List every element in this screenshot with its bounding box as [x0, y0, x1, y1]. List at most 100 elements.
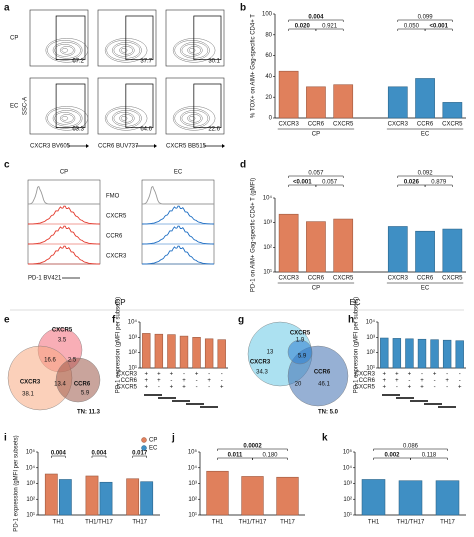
- histogram: [28, 205, 100, 225]
- x-tick-label: TH1/TH17: [85, 520, 113, 526]
- row-sign: +: [157, 372, 161, 378]
- x-tick-label: CCR6: [308, 276, 325, 282]
- bracket: [132, 455, 147, 458]
- bracket: [410, 457, 448, 460]
- gate-value: 67.2: [72, 59, 84, 65]
- x-tick-label: CXCR3: [278, 276, 299, 282]
- bar: [217, 339, 226, 369]
- p-value: 0.011: [228, 453, 243, 459]
- row-sign: +: [145, 372, 149, 378]
- row-sign: +: [383, 378, 387, 384]
- x-tick-label: CXCR5: [333, 276, 354, 282]
- y-tick-label: 10²: [26, 497, 35, 503]
- bracket: [424, 184, 453, 187]
- panel-letter: j: [171, 433, 175, 444]
- histogram: [28, 225, 100, 245]
- y-tick-label: 10⁴: [366, 319, 376, 326]
- contour: [52, 42, 81, 59]
- row-label: EC: [10, 104, 19, 110]
- x-tick-label: CXCR5: [442, 122, 463, 128]
- bar: [142, 333, 151, 369]
- panel-letter: e: [4, 315, 10, 326]
- p-value: 0.118: [422, 453, 437, 459]
- panel-letter: k: [322, 433, 328, 444]
- bar: [44, 473, 58, 516]
- row-sign: -: [196, 378, 198, 384]
- axis-label: SSC-A: [23, 97, 29, 115]
- x-tick-label: TH17: [132, 520, 147, 526]
- set-value: 20: [295, 382, 302, 388]
- y-tick-label: 10⁵: [26, 449, 36, 456]
- group-label: CP: [312, 132, 320, 138]
- bar: [154, 333, 164, 369]
- x-tick-label: CCR6: [308, 122, 325, 128]
- y-tick-label: 10²: [343, 497, 352, 503]
- row-sign: +: [420, 385, 424, 391]
- group-label: EC: [421, 286, 430, 292]
- group-label: EC: [421, 132, 430, 138]
- row-sign: +: [220, 385, 224, 391]
- bracket: [217, 448, 288, 451]
- row-sign: +: [182, 385, 186, 391]
- gate: [55, 15, 86, 61]
- row-sign: +: [445, 378, 449, 384]
- gate: [193, 15, 222, 61]
- bar: [435, 480, 460, 516]
- p-value: 0.002: [384, 453, 400, 459]
- row-sign: +: [395, 378, 399, 384]
- bar: [85, 475, 99, 516]
- row-sign: -: [221, 378, 223, 384]
- contour: [61, 116, 69, 121]
- bracket: [252, 457, 288, 460]
- y-tick-label: 0: [269, 116, 273, 122]
- y-tick-label: 10⁴: [188, 464, 198, 471]
- legend-swatch: [141, 445, 147, 451]
- row-sign: +: [433, 372, 437, 378]
- bracket: [288, 175, 344, 178]
- group-title: CP: [60, 170, 68, 176]
- gate-value: 30.1: [208, 59, 220, 65]
- row-sign: +: [207, 378, 211, 384]
- y-tick-label: 10³: [343, 481, 352, 487]
- y-tick-label: 10¹: [263, 270, 272, 276]
- bar: [455, 340, 464, 369]
- bar: [387, 86, 408, 119]
- contour: [47, 108, 83, 129]
- x-tick-label: CCR6: [417, 276, 434, 282]
- row-label: CXCR3: [117, 372, 138, 378]
- axis-label: CCR6 BUV737: [98, 144, 139, 150]
- y-tick-label: 10⁴: [26, 464, 36, 471]
- y-tick-label: 10¹: [26, 513, 35, 519]
- y-tick-label: 10²: [366, 350, 375, 356]
- row-sign: +: [195, 372, 199, 378]
- p-value: 0.057: [308, 171, 324, 177]
- contour: [52, 110, 81, 127]
- x-tick-label: TH1: [368, 520, 380, 526]
- y-tick-label: 10⁴: [128, 319, 138, 326]
- bar: [442, 339, 452, 369]
- bar: [405, 338, 414, 369]
- contour: [54, 44, 76, 57]
- y-tick-label: 40: [265, 74, 272, 80]
- legend-label: CP: [149, 438, 157, 444]
- set-label: CXCR5: [52, 328, 73, 334]
- contour: [120, 48, 128, 53]
- bar: [192, 337, 201, 369]
- panel-letter: g: [238, 315, 244, 326]
- bar: [380, 337, 389, 369]
- p-value: 0.017: [132, 451, 148, 457]
- p-value: 0.099: [418, 15, 434, 21]
- p-value: 0.086: [403, 444, 419, 450]
- row-sign: +: [383, 385, 387, 391]
- bar: [306, 221, 326, 273]
- bar: [179, 335, 189, 369]
- row-sign: +: [420, 378, 424, 384]
- row-label: CXCR3: [355, 372, 376, 378]
- row-sign: -: [408, 378, 410, 384]
- row-sign: -: [446, 372, 448, 378]
- y-tick-label: 10¹: [188, 513, 197, 519]
- panel-letter: h: [348, 315, 354, 326]
- row-sign: -: [396, 385, 398, 391]
- set-value: 16.6: [44, 358, 56, 364]
